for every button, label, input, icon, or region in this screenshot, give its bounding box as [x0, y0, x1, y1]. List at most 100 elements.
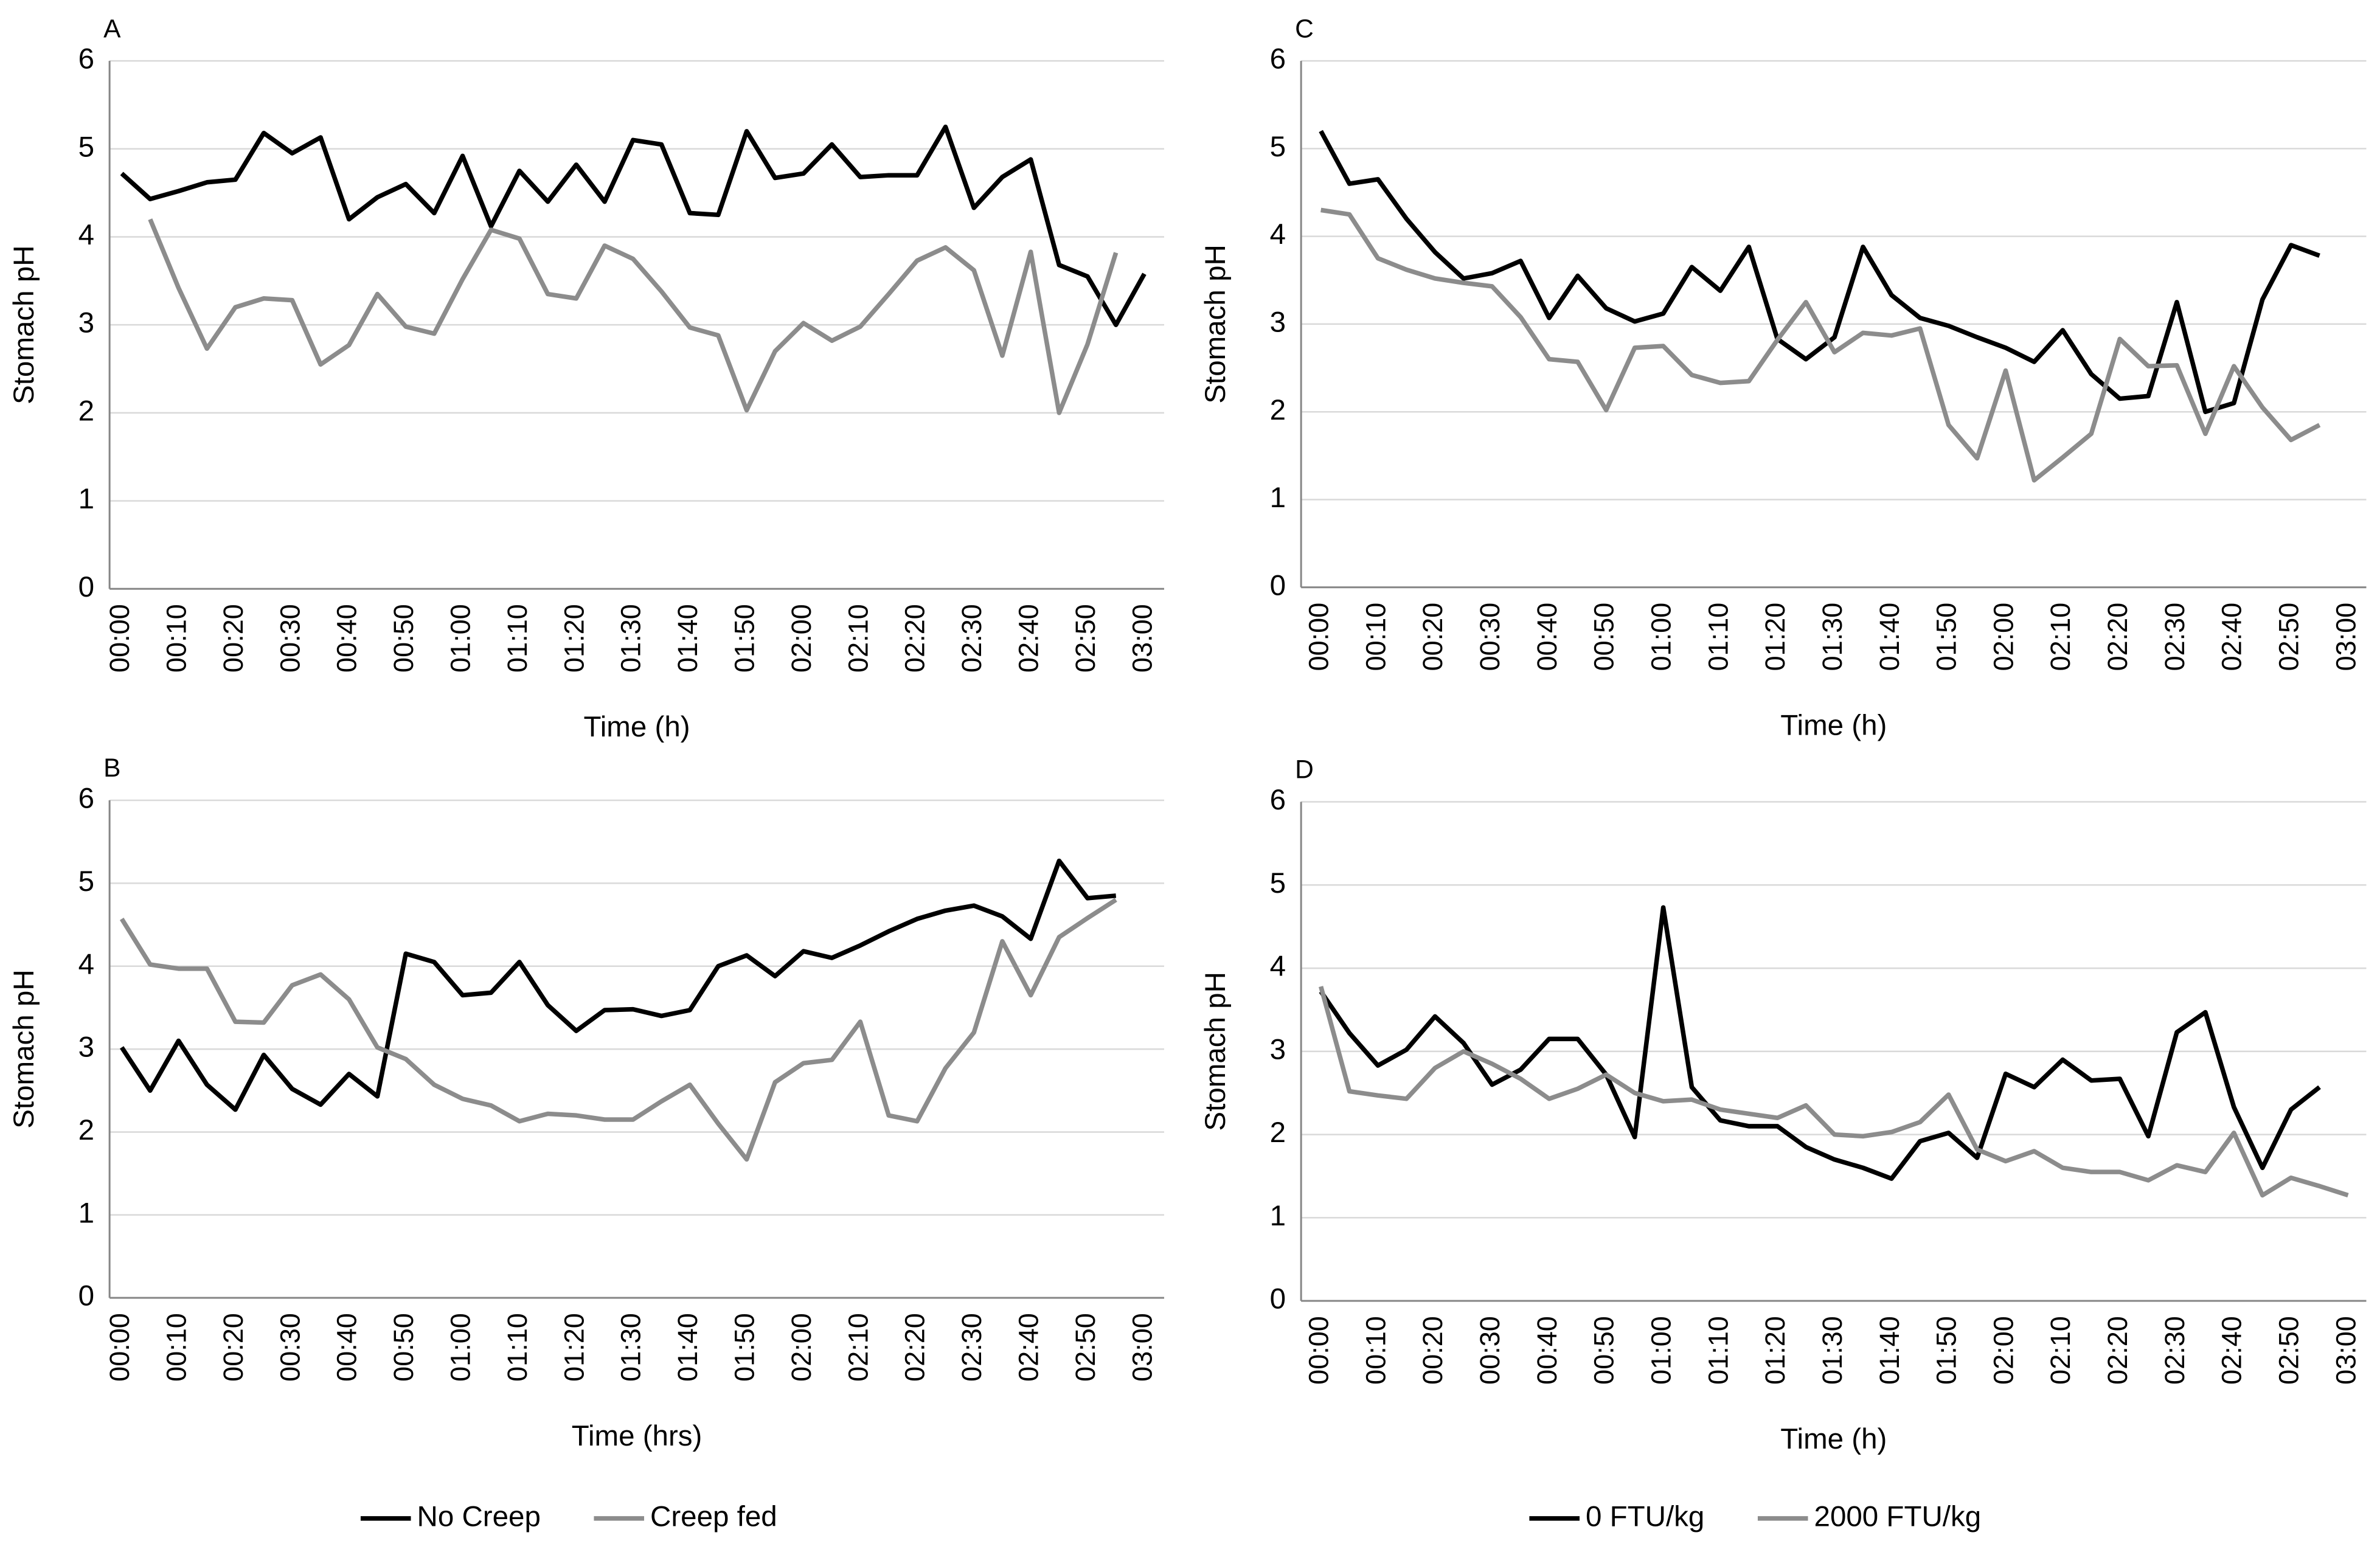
y-tick-label: 3: [78, 1031, 94, 1064]
x-tick-label: 00:20: [218, 1313, 249, 1382]
data-line: [1319, 905, 2321, 1181]
x-tick-label: 01:30: [616, 604, 647, 673]
x-tick-label: 02:30: [956, 604, 987, 673]
y-tick-label: 6: [1270, 43, 1286, 75]
x-tick-label: 02:50: [2274, 1316, 2305, 1385]
y-axis-title: Stomach pH: [8, 969, 40, 1128]
x-tick-label: 03:00: [1126, 604, 1157, 673]
x-tick-label: 02:00: [1988, 603, 2019, 671]
y-tick-label: 1: [1270, 1200, 1286, 1232]
x-tick-label: 02:50: [1070, 604, 1101, 673]
x-tick-label: 01:20: [558, 604, 589, 673]
x-tick-label: 01:30: [616, 1313, 647, 1382]
x-tick-label: 00:40: [331, 1313, 363, 1382]
data-line: [1319, 986, 2349, 1198]
x-tick-label: 02:00: [786, 1313, 817, 1382]
x-tick-label: 00:40: [1532, 603, 1563, 671]
y-tick-label: 4: [78, 219, 94, 251]
x-tick-label: 02:20: [900, 1313, 931, 1382]
x-tick-label: 01:00: [445, 604, 476, 673]
legend-label: No Creep: [417, 1500, 541, 1532]
x-axis-title: Time (h): [583, 711, 690, 743]
x-tick-label: 02:30: [2159, 1316, 2190, 1385]
x-tick-label: 01:00: [1645, 603, 1676, 671]
x-tick-label: 00:50: [388, 604, 419, 673]
x-axis-title: Time (h): [1780, 709, 1887, 741]
x-tick-label: 00:50: [388, 1313, 419, 1382]
x-axis-title: Time (hrs): [572, 1420, 703, 1452]
data-line: [120, 124, 1147, 327]
y-tick-label: 6: [78, 43, 94, 75]
x-tick-label: 02:20: [2102, 1316, 2133, 1385]
x-tick-label: 01:50: [1931, 1316, 1962, 1385]
y-tick-label: 5: [78, 865, 94, 898]
y-tick-label: 6: [78, 783, 94, 815]
x-tick-label: 00:00: [104, 1313, 135, 1382]
x-tick-label: 02:50: [1070, 1313, 1101, 1382]
x-tick-label: 01:20: [558, 1313, 589, 1382]
x-tick-label: 00:00: [1303, 603, 1334, 671]
x-tick-label: 02:30: [2159, 603, 2190, 671]
x-tick-label: 00:50: [1589, 1316, 1620, 1385]
y-tick-label: 3: [1270, 306, 1286, 338]
x-tick-label: 01:40: [672, 1313, 703, 1382]
x-tick-label: 03:00: [1126, 1313, 1157, 1382]
x-tick-label: 01:50: [729, 1313, 760, 1382]
legend-label: 2000 FTU/kg: [1814, 1500, 1982, 1532]
legend-label: Creep fed: [650, 1500, 777, 1532]
x-tick-label: 01:10: [1702, 1316, 1733, 1385]
x-tick-label: 02:40: [2216, 603, 2247, 671]
x-tick-label: 00:10: [1360, 1316, 1391, 1385]
x-tick-label: 00:10: [161, 1313, 192, 1382]
x-tick-label: 01:50: [1931, 603, 1962, 671]
y-tick-label: 2: [78, 1114, 94, 1146]
x-tick-label: 02:50: [2274, 603, 2305, 671]
x-tick-label: 00:30: [274, 1313, 305, 1382]
x-axis-title: Time (h): [1780, 1423, 1887, 1455]
data-line: [1319, 130, 2320, 414]
x-tick-label: 01:00: [445, 1313, 476, 1382]
panel-label: C: [1295, 14, 1314, 43]
y-tick-label: 1: [78, 1197, 94, 1229]
y-axis-title: Stomach pH: [1199, 244, 1232, 403]
x-tick-label: 00:20: [1417, 603, 1448, 671]
x-tick-label: 01:50: [729, 604, 760, 673]
x-tick-label: 02:10: [842, 604, 873, 673]
y-tick-label: 3: [1270, 1033, 1286, 1065]
y-tick-label: 3: [78, 307, 94, 339]
y-tick-label: 1: [1270, 482, 1286, 514]
data-line: [1320, 207, 2321, 483]
x-tick-label: 01:40: [672, 604, 703, 673]
y-tick-label: 5: [1270, 131, 1286, 163]
x-tick-label: 02:40: [2216, 1316, 2247, 1385]
x-tick-label: 02:10: [2045, 1316, 2076, 1385]
x-tick-label: 00:40: [1532, 1316, 1563, 1385]
x-tick-label: 01:10: [1702, 603, 1733, 671]
y-tick-label: 6: [1270, 784, 1286, 816]
panel-label: B: [103, 753, 120, 783]
panel-label: D: [1295, 755, 1314, 784]
x-tick-label: 01:30: [1817, 603, 1848, 671]
x-tick-label: 00:10: [161, 604, 192, 673]
y-tick-label: 2: [1270, 394, 1286, 426]
panel-label: A: [103, 14, 121, 43]
x-tick-label: 01:40: [1874, 1316, 1905, 1385]
x-tick-label: 02:10: [842, 1313, 873, 1382]
data-line: [119, 898, 1117, 1162]
x-tick-label: 02:00: [786, 604, 817, 673]
x-tick-label: 01:40: [1874, 603, 1905, 671]
x-tick-label: 00:30: [274, 604, 305, 673]
y-tick-label: 0: [78, 571, 94, 603]
x-tick-label: 02:40: [1013, 604, 1044, 673]
y-tick-label: 0: [1270, 1283, 1286, 1315]
x-tick-label: 01:20: [1760, 603, 1791, 671]
y-tick-label: 0: [78, 1280, 94, 1312]
y-tick-label: 2: [1270, 1117, 1286, 1149]
x-tick-label: 00:00: [104, 604, 135, 673]
y-tick-label: 1: [78, 483, 94, 515]
x-tick-label: 00:50: [1589, 603, 1620, 671]
y-axis-title: Stomach pH: [8, 245, 40, 404]
x-tick-label: 02:20: [900, 604, 931, 673]
